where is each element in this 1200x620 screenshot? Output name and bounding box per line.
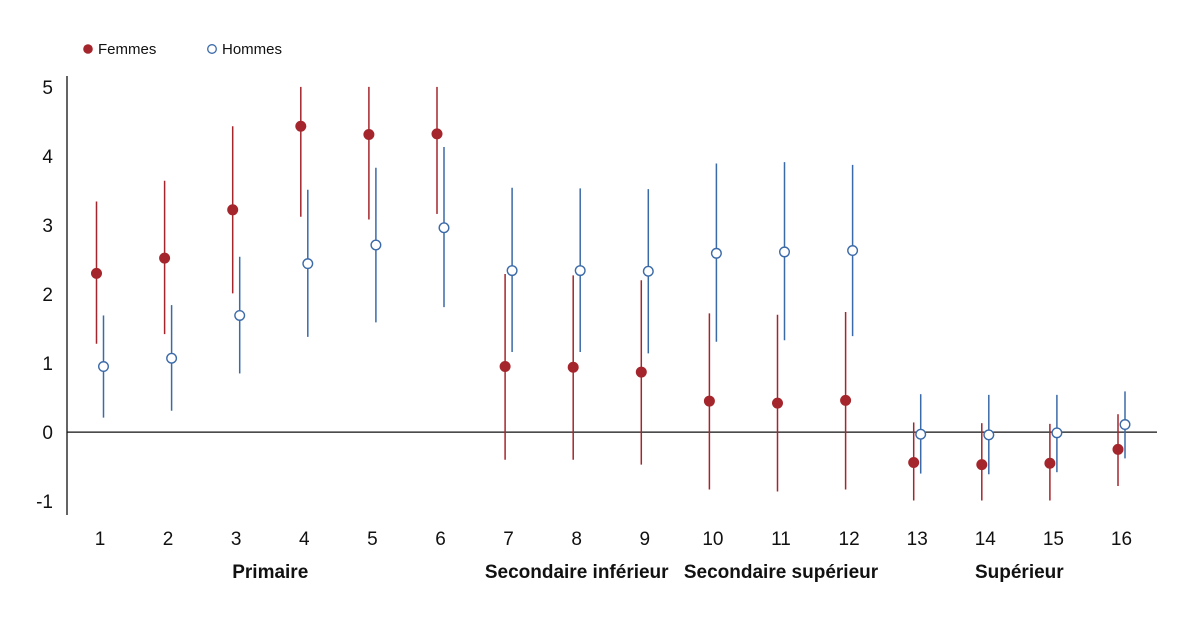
- data-point: [506, 265, 518, 277]
- axes: -1 0 1 2 3 4 5: [36, 76, 1157, 515]
- x-tick-label: 1: [95, 529, 106, 550]
- data-point: [1044, 457, 1056, 469]
- x-tick-label: 13: [907, 529, 928, 550]
- x-tick-label: 11: [771, 529, 791, 550]
- data-point: [779, 246, 791, 258]
- legend: Femmes Hommes: [83, 41, 282, 58]
- x-tick-label: 15: [1043, 529, 1064, 550]
- data-point: [976, 459, 988, 471]
- data-point: [840, 394, 852, 406]
- y-tick-label: 4: [42, 147, 53, 168]
- group-label: Secondaire supérieur: [684, 562, 879, 583]
- y-tick-label: -1: [36, 492, 53, 513]
- data-point: [166, 352, 178, 364]
- data-point: [635, 366, 647, 378]
- x-tick-label: 5: [367, 529, 378, 550]
- legend-item-hommes: Hommes: [207, 41, 282, 58]
- legend-label: Hommes: [222, 41, 282, 58]
- data-point: [499, 361, 511, 373]
- x-tick-label: 3: [231, 529, 242, 550]
- legend-label: Femmes: [98, 41, 156, 58]
- group-label: Primaire: [232, 562, 308, 583]
- data-point: [91, 267, 102, 279]
- group-label: Secondaire inférieur: [485, 562, 669, 583]
- legend-item-femmes: Femmes: [83, 41, 156, 58]
- data-point: [983, 429, 995, 441]
- data-point: [847, 245, 859, 257]
- data-point: [1119, 419, 1131, 431]
- data-point: [915, 428, 927, 440]
- y-tick-label: 5: [42, 78, 53, 99]
- x-tick-label: 16: [1111, 529, 1132, 550]
- data-point: [227, 204, 239, 216]
- x-tick-label: 12: [839, 529, 860, 550]
- data-point: [295, 120, 307, 132]
- data-point: [431, 128, 443, 140]
- group-label: Supérieur: [975, 562, 1064, 583]
- data-point: [772, 397, 783, 409]
- x-tick-label: 10: [702, 529, 723, 550]
- series-hommes: [97, 146, 1131, 475]
- data-point: [574, 265, 586, 277]
- x-tick-label: 7: [503, 529, 514, 550]
- data-point: [908, 457, 920, 469]
- data-point: [97, 361, 109, 373]
- legend-marker: [83, 44, 93, 54]
- x-tick-label: 4: [299, 529, 310, 550]
- data-point: [567, 361, 579, 373]
- x-tick-label: 6: [435, 529, 446, 550]
- data-point: [1112, 443, 1124, 455]
- y-tick-label: 3: [42, 216, 53, 237]
- data-point: [302, 258, 314, 270]
- x-tick-label: 2: [163, 529, 174, 550]
- data-point: [438, 222, 450, 234]
- data-point: [363, 129, 375, 141]
- x-tick-label: 14: [975, 529, 997, 550]
- data-point: [710, 247, 722, 259]
- series-femmes: [91, 86, 1124, 501]
- data-marks: [91, 86, 1131, 501]
- data-point: [370, 239, 382, 251]
- y-tick-label: 0: [42, 423, 53, 444]
- legend-marker: [207, 44, 217, 54]
- data-point: [642, 265, 654, 277]
- data-point: [703, 395, 715, 407]
- y-tick-label: 1: [42, 354, 53, 375]
- data-point: [1051, 427, 1063, 439]
- data-point: [234, 309, 246, 321]
- x-tick-label: 9: [640, 529, 651, 550]
- data-point: [159, 252, 171, 264]
- y-tick-label: 2: [42, 285, 53, 306]
- x-tick-label: 8: [571, 529, 582, 550]
